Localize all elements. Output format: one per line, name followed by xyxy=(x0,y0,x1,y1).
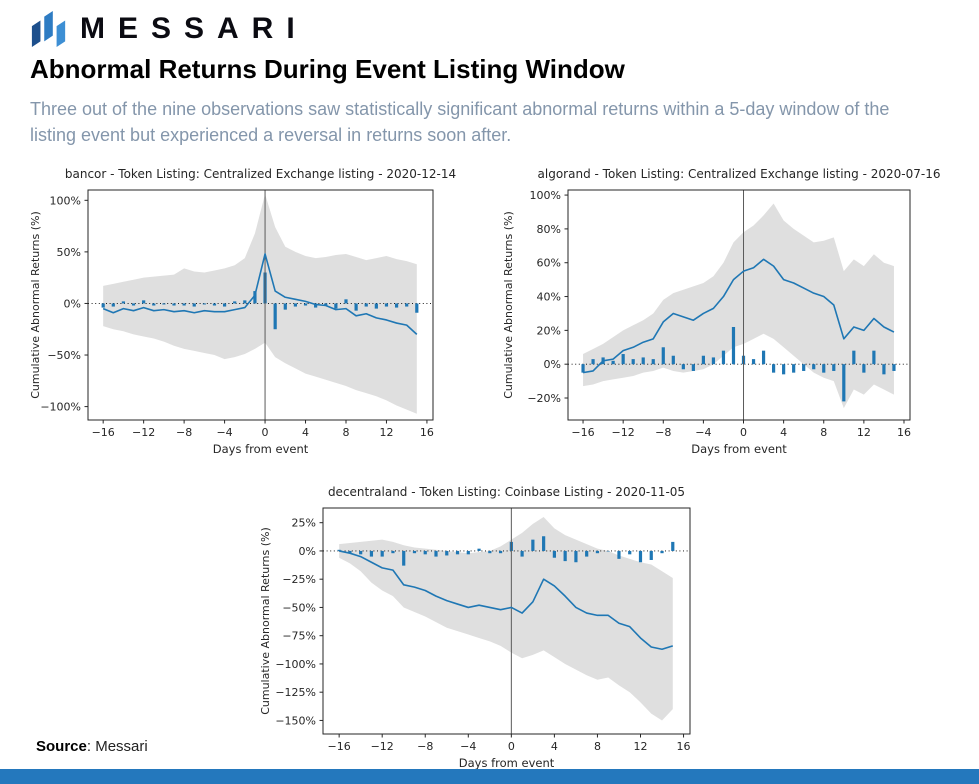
svg-text:60%: 60% xyxy=(537,257,561,270)
car-line xyxy=(102,253,418,335)
svg-text:100%: 100% xyxy=(530,189,561,202)
svg-text:8: 8 xyxy=(342,426,349,439)
svg-text:16: 16 xyxy=(420,426,434,439)
svg-text:−12: −12 xyxy=(371,740,394,753)
x-axis-label: Days from event xyxy=(691,442,787,456)
svg-text:20%: 20% xyxy=(537,324,561,337)
svg-text:0: 0 xyxy=(740,426,747,439)
subplot-title: bancor - Token Listing: Centralized Exch… xyxy=(65,167,456,181)
source-value: : Messari xyxy=(86,738,148,755)
chart-algorand: −16 −12 −8 −4 0 4 8 12 16 100% 80% 60% 40% 20% 0% −20% a… xyxy=(502,167,940,456)
svg-text:−75%: −75% xyxy=(282,630,316,643)
chart-decentraland: −16 −12 −8 −4 0 4 8 12 16 25% 0% −25% −50% −75% −100% −… xyxy=(259,485,691,770)
svg-text:4: 4 xyxy=(780,426,787,439)
svg-text:−4: −4 xyxy=(216,426,232,439)
svg-text:80%: 80% xyxy=(537,223,561,236)
car-line xyxy=(582,258,895,374)
svg-text:−125%: −125% xyxy=(275,686,316,699)
y-axis-label: Cumulative Abnormal Returns (%) xyxy=(259,527,272,715)
svg-text:−50%: −50% xyxy=(282,601,316,614)
brand-accent-bar xyxy=(0,769,979,784)
messari-logo: MESSARI xyxy=(30,9,308,49)
chart-bancor: −16 −12 −8 −4 0 4 8 12 16 100% 50% 0% −50% −100% banco… xyxy=(29,167,456,456)
svg-text:−8: −8 xyxy=(655,426,671,439)
subplot-title: decentraland - Token Listing: Coinbase L… xyxy=(328,485,685,499)
page-subtitle: Three out of the nine observations saw s… xyxy=(30,99,890,145)
svg-text:−150%: −150% xyxy=(275,714,316,727)
svg-text:8: 8 xyxy=(594,740,601,753)
svg-text:−4: −4 xyxy=(695,426,711,439)
confidence-band xyxy=(583,203,894,409)
svg-text:−25%: −25% xyxy=(282,573,316,586)
svg-text:0%: 0% xyxy=(64,297,81,310)
svg-text:40%: 40% xyxy=(537,291,561,304)
svg-text:−12: −12 xyxy=(132,426,155,439)
svg-text:0%: 0% xyxy=(299,545,316,558)
svg-text:−4: −4 xyxy=(460,740,476,753)
svg-text:0%: 0% xyxy=(544,358,561,371)
svg-text:−16: −16 xyxy=(328,740,351,753)
subplot-title: algorand - Token Listing: Centralized Ex… xyxy=(538,167,941,181)
car-line xyxy=(338,550,674,651)
svg-text:−16: −16 xyxy=(92,426,115,439)
svg-text:0: 0 xyxy=(508,740,515,753)
svg-text:8: 8 xyxy=(820,426,827,439)
svg-text:100%: 100% xyxy=(50,194,81,207)
svg-text:50%: 50% xyxy=(57,246,81,259)
svg-text:−50%: −50% xyxy=(47,349,81,362)
svg-text:4: 4 xyxy=(302,426,309,439)
svg-text:−100%: −100% xyxy=(275,658,316,671)
svg-text:−100%: −100% xyxy=(40,401,81,414)
page-title: Abnormal Returns During Event Listing Wi… xyxy=(30,54,625,84)
svg-text:12: 12 xyxy=(379,426,393,439)
daily-returns-bars xyxy=(581,326,896,402)
x-axis-label: Days from event xyxy=(213,442,309,456)
logo-wordmark: MESSARI xyxy=(80,12,308,45)
svg-text:−12: −12 xyxy=(612,426,635,439)
svg-text:12: 12 xyxy=(633,740,647,753)
confidence-band xyxy=(103,194,417,414)
messari-logo-icon xyxy=(31,10,66,48)
svg-text:−16: −16 xyxy=(571,426,594,439)
svg-text:16: 16 xyxy=(677,740,691,753)
svg-text:−8: −8 xyxy=(176,426,192,439)
svg-text:−8: −8 xyxy=(417,740,433,753)
source-label: Source xyxy=(36,738,87,755)
y-axis-label: Cumulative Abnormal Returns (%) xyxy=(502,211,515,399)
svg-text:0: 0 xyxy=(262,426,269,439)
source-note: Source: Messari xyxy=(36,738,148,755)
confidence-band xyxy=(339,517,673,721)
y-axis-label: Cumulative Abnormal Returns (%) xyxy=(29,211,42,399)
svg-text:−20%: −20% xyxy=(527,392,561,405)
svg-text:25%: 25% xyxy=(292,517,316,530)
svg-text:12: 12 xyxy=(857,426,871,439)
svg-text:16: 16 xyxy=(897,426,911,439)
x-axis-label: Days from event xyxy=(459,756,555,770)
svg-text:4: 4 xyxy=(551,740,558,753)
